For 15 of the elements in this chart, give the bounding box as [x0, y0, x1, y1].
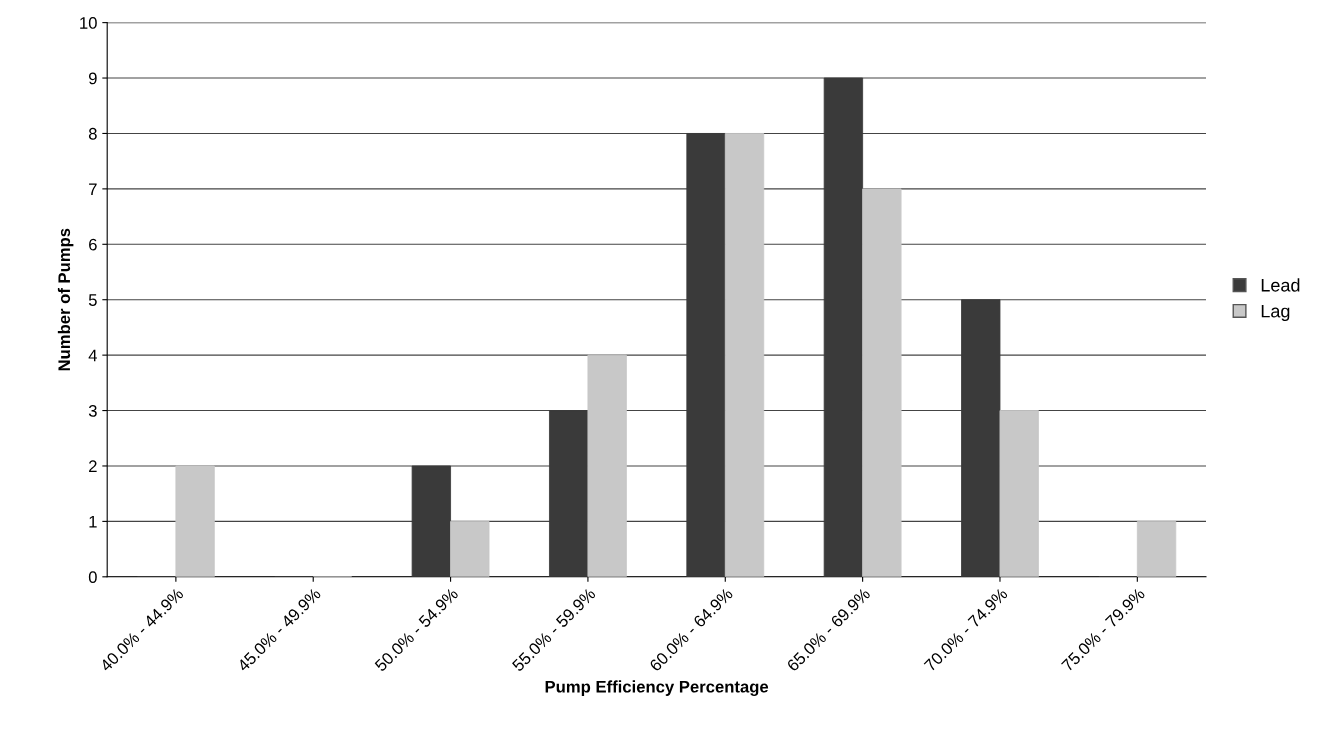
y-tick-label: 8: [88, 127, 97, 140]
legend-label: Lag: [1261, 304, 1290, 322]
y-tick-label: 3: [88, 404, 97, 417]
y-tick-label: 7: [89, 183, 97, 195]
y-tick-label: 5: [88, 294, 97, 306]
y-tick-label: 1: [89, 515, 97, 528]
y-tick-label: 2: [89, 460, 97, 473]
y-tick-label: 10: [80, 17, 97, 29]
y-tick-label: 4: [88, 349, 97, 362]
y-axis-title: Number of Pumps: [57, 228, 74, 371]
y-tick-label: 0: [88, 571, 97, 584]
y-tick-label: 6: [89, 238, 97, 251]
legend-label: Lead: [1261, 278, 1300, 292]
y-tick-label: 9: [88, 72, 97, 85]
x-axis-title: Pump Efficiency Percentage: [545, 680, 769, 696]
